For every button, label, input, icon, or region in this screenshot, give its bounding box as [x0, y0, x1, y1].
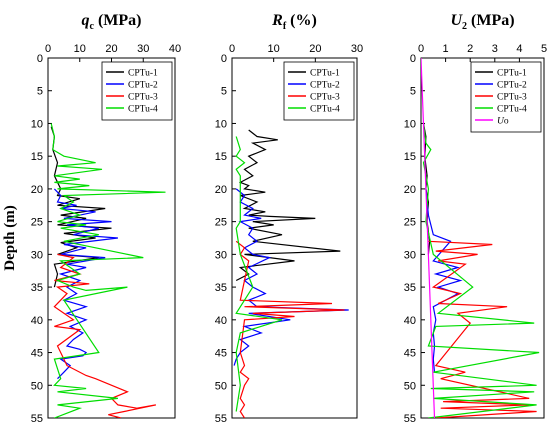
- legend: CPTu-1 CPTu-2 CPTu-3 CPTu-4 Uo: [470, 61, 542, 133]
- y-tick-label: 10: [215, 118, 227, 130]
- y-tick-label: 0: [410, 53, 416, 65]
- y-tick-label: 35: [404, 282, 416, 294]
- series-line-uo: [421, 58, 436, 418]
- y-tick-label: 0: [37, 53, 43, 65]
- y-tick-label: 30: [31, 249, 43, 261]
- legend-entry: CPTu-3: [128, 93, 158, 103]
- series-line-cptu-4: [235, 136, 283, 412]
- x-tick-label: 40: [169, 43, 181, 55]
- series-line-cptu-3: [53, 253, 157, 418]
- y-tick-label: 45: [404, 348, 416, 360]
- y-tick-label: 55: [404, 413, 416, 425]
- y-tick-label: 35: [215, 282, 227, 294]
- y-tick-label: 50: [404, 380, 416, 392]
- y-tick-label: 40: [404, 315, 416, 327]
- y-tick-label: 55: [215, 413, 227, 425]
- x-tick-label: 1: [443, 43, 449, 55]
- series-line-cptu-4: [422, 123, 540, 418]
- y-tick-label: 20: [215, 184, 227, 196]
- x-tick-label: 20: [309, 43, 321, 55]
- y-axis-label: Depth (m): [2, 205, 18, 270]
- panel-title: U2 (MPa): [450, 12, 514, 32]
- series-line-cptu-1: [235, 129, 341, 282]
- y-tick-label: 15: [404, 151, 416, 163]
- x-tick-label: 3: [492, 43, 498, 55]
- legend: CPTu-1 CPTu-2 CPTu-3 CPTu-4: [283, 61, 355, 121]
- x-tick-label: 20: [105, 43, 117, 55]
- legend-entry: CPTu-1: [497, 69, 527, 79]
- series-line-cptu-3: [428, 240, 537, 418]
- x-tick-label: 30: [351, 43, 363, 55]
- series-line-cptu-4: [50, 123, 166, 418]
- y-tick-label: 45: [215, 348, 227, 360]
- y-tick-label: 20: [404, 184, 416, 196]
- legend-entry: CPTu-4: [497, 105, 527, 115]
- y-tick-label: 45: [31, 348, 43, 360]
- y-tick-label: 0: [221, 53, 227, 65]
- y-tick-label: 10: [31, 118, 43, 130]
- y-tick-label: 40: [215, 315, 227, 327]
- legend-entry: CPTu-2: [497, 81, 527, 91]
- y-tick-label: 30: [404, 249, 416, 261]
- x-tick-label: 0: [229, 43, 235, 55]
- legend-entry: CPTu-4: [128, 105, 158, 115]
- legend-entry: CPTu-2: [310, 81, 340, 91]
- panel-title: qc (MPa): [82, 12, 142, 32]
- y-tick-label: 50: [31, 380, 43, 392]
- legend-entry: CPTu-1: [310, 69, 340, 79]
- y-tick-label: 25: [31, 217, 43, 229]
- x-tick-label: 4: [516, 43, 522, 55]
- plot-frame: [420, 57, 545, 419]
- x-tick-label: 0: [45, 43, 51, 55]
- series-line-cptu-2: [233, 188, 349, 366]
- legend-entry: CPTu-4: [310, 105, 340, 115]
- panel-2: 0 10 20 30 0 5 10 15 20 25 30 35 40 45 50 55 Rf (%) CPTu-…: [215, 12, 363, 425]
- legend-entry: CPTu-3: [497, 93, 527, 103]
- y-tick-label: 25: [215, 217, 227, 229]
- y-tick-label: 10: [404, 118, 416, 130]
- y-tick-label: 55: [31, 413, 43, 425]
- x-tick-label: 30: [137, 43, 149, 55]
- x-tick-label: 5: [541, 43, 547, 55]
- series-line-cptu-2: [425, 188, 463, 373]
- y-tick-label: 5: [37, 86, 43, 98]
- y-tick-label: 30: [215, 249, 227, 261]
- series-line-cptu-2: [53, 188, 118, 380]
- legend: CPTu-1 CPTu-2 CPTu-3 CPTu-4: [101, 61, 173, 121]
- y-tick-label: 35: [31, 282, 43, 294]
- y-tick-label: 15: [215, 151, 227, 163]
- panel-1: 0 10 20 30 40 0 5 10 15 20 25 30 35 40 45 50 55 qc (MPa) D…: [2, 12, 181, 425]
- y-tick-label: 40: [31, 315, 43, 327]
- y-tick-label: 20: [31, 184, 43, 196]
- y-tick-label: 50: [215, 380, 227, 392]
- legend-entry: CPTu-3: [310, 93, 340, 103]
- y-tick-label: 5: [221, 86, 227, 98]
- legend-entry: CPTu-1: [128, 69, 158, 79]
- panel-title: Rf (%): [271, 12, 317, 32]
- y-tick-label: 25: [404, 217, 416, 229]
- legend-entry: Uo: [497, 117, 509, 127]
- legend-entry: CPTu-2: [128, 81, 158, 91]
- y-tick-label: 15: [31, 151, 43, 163]
- plot-frame: [231, 57, 358, 419]
- x-tick-label: 10: [268, 43, 280, 55]
- x-tick-label: 0: [418, 43, 424, 55]
- x-tick-label: 10: [74, 43, 86, 55]
- x-tick-label: 2: [467, 43, 473, 55]
- series-line-cptu-1: [50, 126, 112, 288]
- y-tick-label: 5: [410, 86, 416, 98]
